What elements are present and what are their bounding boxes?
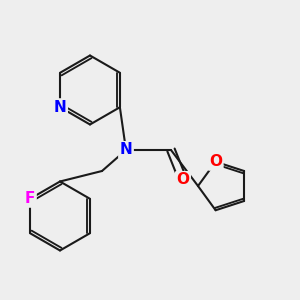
Text: F: F bbox=[25, 191, 35, 206]
Text: O: O bbox=[209, 154, 222, 169]
Text: N: N bbox=[120, 142, 132, 158]
Text: N: N bbox=[54, 100, 67, 115]
Text: O: O bbox=[176, 172, 190, 188]
